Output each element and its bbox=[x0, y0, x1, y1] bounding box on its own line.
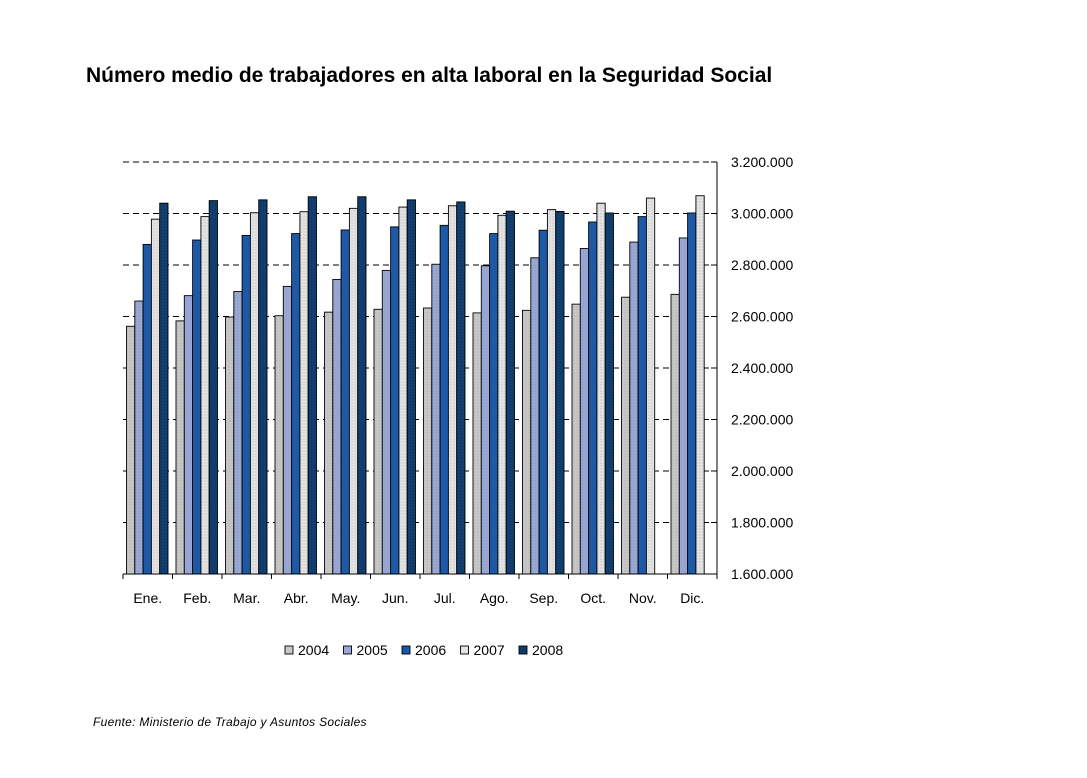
x-tick-label: Jul. bbox=[434, 590, 456, 606]
bar-texture bbox=[638, 216, 647, 574]
bar-texture bbox=[308, 196, 317, 574]
axes: 1.600.000 1.800.000 2.000.000 2.200.000 2.40… bbox=[122, 154, 793, 606]
legend-label-2008: 2008 bbox=[532, 642, 563, 658]
y-tick-label: 2.600.000 bbox=[731, 309, 793, 325]
x-tick-label: Ago. bbox=[480, 590, 509, 606]
bar-texture bbox=[456, 201, 465, 574]
y-tick-label: 2.200.000 bbox=[731, 412, 793, 428]
x-tick-label: Ene. bbox=[133, 590, 162, 606]
legend-swatch-2007 bbox=[460, 645, 469, 655]
y-tick-label: 2.400.000 bbox=[731, 360, 793, 376]
bar-texture bbox=[481, 265, 490, 574]
x-tick-label: Oct. bbox=[580, 590, 606, 606]
bar-texture bbox=[357, 196, 366, 574]
bar-texture bbox=[473, 312, 482, 574]
y-tick-label: 1.800.000 bbox=[731, 515, 793, 531]
bar-texture bbox=[605, 212, 614, 575]
bar-texture bbox=[159, 203, 168, 574]
bar-texture bbox=[588, 221, 597, 574]
bar-texture bbox=[349, 208, 358, 574]
bar-texture bbox=[283, 286, 292, 574]
bar-texture bbox=[555, 211, 564, 574]
bar-texture bbox=[382, 270, 391, 574]
bar-texture bbox=[497, 215, 507, 575]
bar-texture bbox=[596, 203, 606, 574]
bar-texture bbox=[242, 235, 251, 574]
bar-texture bbox=[506, 211, 515, 574]
bar-texture bbox=[134, 301, 144, 574]
bar-texture bbox=[423, 308, 432, 574]
bar-texture bbox=[258, 199, 267, 575]
bar-texture bbox=[233, 291, 243, 574]
x-tick-label: Dic. bbox=[680, 590, 704, 606]
bar-texture bbox=[407, 199, 416, 575]
bar-texture bbox=[646, 198, 655, 575]
legend-label-2005: 2005 bbox=[357, 642, 388, 658]
x-tick-label: May. bbox=[331, 590, 360, 606]
bar-texture bbox=[151, 219, 160, 575]
bar-texture bbox=[687, 212, 696, 575]
bar-texture bbox=[440, 225, 449, 574]
legend-label-2006: 2006 bbox=[415, 642, 446, 658]
chart-title: Número medio de trabajadores en alta lab… bbox=[86, 64, 773, 87]
bar-texture bbox=[324, 312, 333, 574]
bar-texture bbox=[209, 200, 218, 574]
bar-texture bbox=[390, 226, 399, 574]
bars bbox=[126, 195, 705, 575]
bar-texture bbox=[225, 317, 234, 574]
bar-texture bbox=[489, 233, 498, 574]
bar-texture bbox=[341, 229, 350, 575]
bar-texture bbox=[332, 279, 342, 574]
x-tick-label: Nov. bbox=[629, 590, 657, 606]
legend-swatch-2004 bbox=[284, 645, 294, 655]
bar-texture bbox=[530, 257, 540, 574]
legend-label-2004: 2004 bbox=[298, 642, 329, 658]
bar-texture bbox=[695, 195, 705, 575]
x-tick-label: Sep. bbox=[529, 590, 558, 606]
bar-texture bbox=[250, 212, 259, 575]
bar-texture bbox=[629, 242, 639, 574]
bar-texture bbox=[398, 207, 408, 574]
bar-texture bbox=[299, 211, 309, 574]
y-tick-label: 3.000.000 bbox=[731, 206, 793, 222]
legend: 2004 2005 2006 2007 2008 bbox=[284, 642, 563, 658]
bar-texture bbox=[176, 320, 185, 574]
bar-texture bbox=[126, 326, 135, 574]
legend-swatch-2008 bbox=[518, 645, 528, 655]
bar-texture bbox=[572, 304, 581, 574]
bar-texture bbox=[291, 233, 300, 574]
legend-swatch-2006 bbox=[401, 645, 411, 655]
bar-texture bbox=[547, 209, 556, 574]
bar-texture bbox=[184, 295, 193, 574]
bar-texture bbox=[448, 205, 457, 574]
bar-texture bbox=[200, 216, 210, 574]
bar-texture bbox=[431, 264, 441, 574]
legend-label-2007: 2007 bbox=[474, 642, 505, 658]
bar-texture bbox=[143, 244, 152, 574]
x-tick-label: Jun. bbox=[382, 590, 408, 606]
bar-texture bbox=[275, 315, 284, 574]
y-tick-label: 1.600.000 bbox=[731, 566, 793, 582]
source-note: Fuente: Ministerio de Trabajo y Asuntos … bbox=[93, 715, 367, 729]
x-tick-label: Feb. bbox=[183, 590, 211, 606]
bar-texture bbox=[580, 248, 589, 574]
bar-texture bbox=[621, 297, 630, 574]
bar-texture bbox=[539, 230, 548, 575]
x-tick-label: Mar. bbox=[233, 590, 260, 606]
bar-texture bbox=[192, 240, 201, 574]
bar-texture bbox=[374, 309, 383, 574]
y-tick-label: 3.200.000 bbox=[731, 154, 793, 170]
y-tick-label: 2.800.000 bbox=[731, 257, 793, 273]
legend-swatch-2005 bbox=[343, 645, 352, 655]
bar-texture bbox=[679, 237, 688, 574]
bar-texture bbox=[522, 310, 531, 574]
bar-texture bbox=[671, 294, 680, 574]
y-tick-label: 2.000.000 bbox=[731, 463, 793, 479]
x-tick-label: Abr. bbox=[284, 590, 309, 606]
gridlines bbox=[123, 161, 714, 523]
